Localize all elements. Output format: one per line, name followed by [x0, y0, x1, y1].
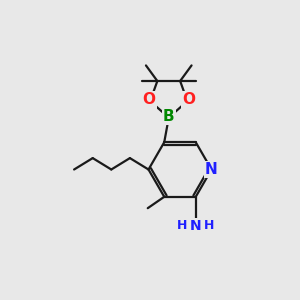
Text: H: H — [177, 219, 187, 232]
Text: N: N — [205, 162, 218, 177]
Text: O: O — [182, 92, 195, 107]
Text: B: B — [163, 109, 175, 124]
Text: O: O — [142, 92, 155, 107]
Text: H: H — [204, 219, 214, 232]
Text: N: N — [190, 219, 202, 233]
